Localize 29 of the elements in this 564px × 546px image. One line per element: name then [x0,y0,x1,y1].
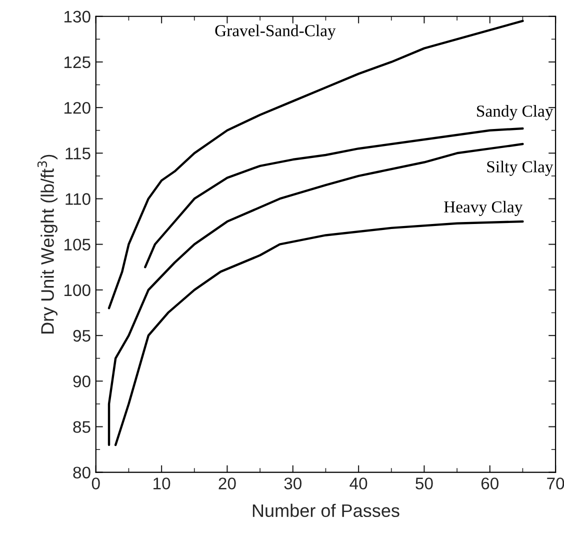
y-tick-label: 130 [64,10,90,23]
x-tick-label: 10 [154,478,170,490]
x-tick-label: 50 [416,478,433,490]
y-tick-label: 80 [73,466,90,478]
y-tick-label: 105 [64,238,90,251]
y-tick-label: 95 [73,330,90,342]
x-tick-label: 30 [284,478,302,490]
y-tick-label: 120 [64,102,90,114]
text: Gravel-Sand-Clay [215,24,336,40]
x-tick-label: 0 [92,478,100,490]
x-tick-label: 40 [350,478,368,490]
y-tick-label: 115 [66,148,90,160]
x-tick-label: 20 [218,478,236,490]
y-tick-label: 125 [64,56,90,68]
line-series [114,220,524,446]
x-axis-title: Number of Passes [252,504,400,518]
y-tick-label: 100 [64,284,90,296]
series-label: Heavy Clay [444,200,523,216]
line-series [108,142,524,446]
line-series [108,20,524,310]
y-tick-label: 110 [66,193,90,205]
series-label: Sandy Clay [477,105,554,120]
x-tick-label: 60 [481,478,498,490]
x-tick-label: 70 [547,478,564,490]
y-tick-label: 85 [73,421,90,433]
line-series [144,127,524,268]
y-axis-title: Dry Unit Weight (lb/ft$^{3}$) [37,154,58,334]
series-label: Silty Clay [487,160,554,176]
y-tick-label: 90 [73,376,90,388]
